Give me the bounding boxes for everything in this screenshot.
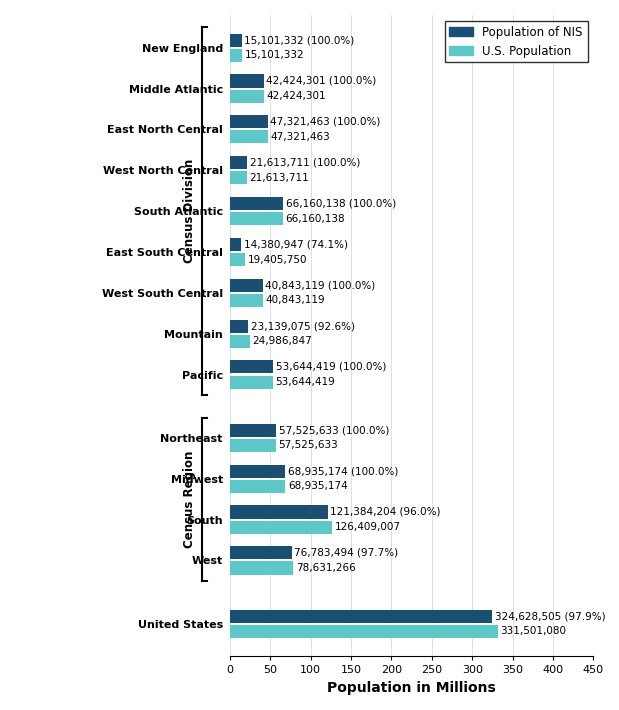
- Text: 40,843,119: 40,843,119: [265, 295, 325, 305]
- Bar: [230, 197, 284, 210]
- Text: 14,380,947 (74.1%): 14,380,947 (74.1%): [244, 239, 348, 249]
- Text: 47,321,463 (100.0%): 47,321,463 (100.0%): [271, 117, 381, 127]
- Text: 15,101,332 (100.0%): 15,101,332 (100.0%): [245, 35, 355, 45]
- Text: 40,843,119 (100.0%): 40,843,119 (100.0%): [265, 280, 375, 290]
- Text: 21,613,711 (100.0%): 21,613,711 (100.0%): [249, 158, 360, 168]
- Bar: [230, 75, 264, 87]
- Bar: [230, 253, 245, 266]
- Text: 324,628,505 (97.9%): 324,628,505 (97.9%): [495, 611, 605, 621]
- Bar: [230, 115, 268, 129]
- Text: 331,501,080: 331,501,080: [500, 626, 566, 636]
- Text: Census Region: Census Region: [183, 450, 196, 548]
- Bar: [230, 212, 284, 225]
- Text: 21,613,711: 21,613,711: [249, 173, 310, 182]
- Bar: [230, 546, 292, 559]
- Bar: [230, 625, 498, 638]
- Bar: [230, 506, 328, 518]
- Text: 57,525,633 (100.0%): 57,525,633 (100.0%): [279, 425, 389, 435]
- Text: 24,986,847: 24,986,847: [253, 337, 312, 346]
- Bar: [230, 171, 247, 185]
- Text: 23,139,075 (92.6%): 23,139,075 (92.6%): [251, 321, 355, 331]
- Bar: [230, 334, 250, 348]
- Bar: [230, 89, 264, 103]
- Bar: [230, 33, 242, 47]
- Bar: [230, 320, 248, 333]
- Text: 53,644,419 (100.0%): 53,644,419 (100.0%): [275, 362, 386, 372]
- Text: Census Division: Census Division: [183, 159, 196, 263]
- Bar: [230, 49, 242, 62]
- Text: 76,783,494 (97.7%): 76,783,494 (97.7%): [294, 548, 399, 558]
- Bar: [230, 424, 276, 437]
- Bar: [230, 520, 332, 534]
- Bar: [230, 361, 273, 373]
- Text: 66,160,138 (100.0%): 66,160,138 (100.0%): [285, 199, 396, 209]
- Bar: [230, 562, 293, 574]
- Text: 78,631,266: 78,631,266: [296, 563, 355, 573]
- Bar: [230, 294, 262, 307]
- Text: 57,525,633: 57,525,633: [279, 440, 339, 450]
- Text: 121,384,204 (96.0%): 121,384,204 (96.0%): [331, 507, 441, 517]
- Text: 68,935,174: 68,935,174: [288, 481, 348, 491]
- Text: 42,424,301 (100.0%): 42,424,301 (100.0%): [266, 76, 377, 86]
- Bar: [230, 238, 241, 251]
- Text: 68,935,174 (100.0%): 68,935,174 (100.0%): [288, 466, 398, 476]
- Bar: [230, 464, 285, 478]
- Text: 53,644,419: 53,644,419: [275, 377, 335, 387]
- Legend: Population of NIS, U.S. Population: Population of NIS, U.S. Population: [444, 21, 587, 62]
- Text: 19,405,750: 19,405,750: [248, 254, 308, 265]
- Text: 66,160,138: 66,160,138: [285, 214, 345, 224]
- Bar: [230, 439, 276, 452]
- Text: 42,424,301: 42,424,301: [266, 91, 326, 101]
- X-axis label: Population in Millions: Population in Millions: [327, 681, 496, 695]
- Text: 126,409,007: 126,409,007: [334, 522, 400, 532]
- Text: 15,101,332: 15,101,332: [245, 50, 304, 60]
- Bar: [230, 610, 492, 623]
- Bar: [230, 156, 247, 169]
- Bar: [230, 376, 273, 388]
- Bar: [230, 480, 285, 493]
- Text: 47,321,463: 47,321,463: [271, 132, 330, 142]
- Bar: [230, 279, 262, 292]
- Bar: [230, 131, 268, 143]
